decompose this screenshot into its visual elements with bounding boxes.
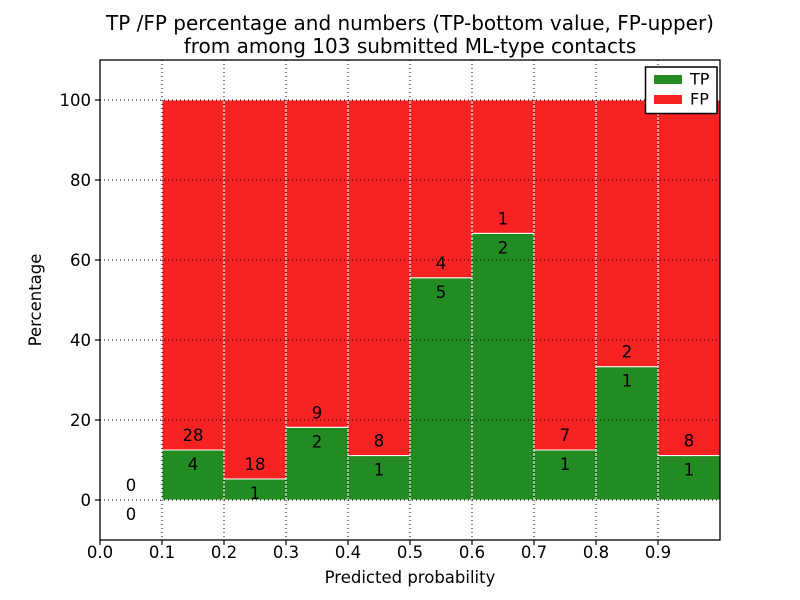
bar-segment-fp-0.5-0.6 [409,99,473,279]
chart-title-line2: from among 103 submitted ML-type contact… [184,34,637,58]
tp-count-label-0.5-0.6: 5 [436,283,447,302]
tp-count-label-0.7-0.8: 1 [560,455,571,474]
fp-count-label-0.5-0.6: 4 [436,254,447,273]
fp-count-label-0.4-0.5: 8 [374,432,385,451]
tp-count-label-0.8-0.9: 1 [622,372,633,391]
fp-count-label-0.7-0.8: 7 [560,426,571,445]
fp-count-label-0.9-1.0: 8 [684,432,695,451]
bar-segment-tp-0.4-0.5 [347,455,411,501]
bar-segment-fp-0.7-0.8 [533,99,597,451]
bars-layer [161,99,721,501]
bar-segment-tp-0.5-0.6 [409,277,473,501]
fp-count-label-0.1-0.2: 28 [183,426,204,445]
fp-count-label-0.2-0.3: 18 [245,455,266,474]
bar-segment-fp-0.6-0.7 [471,99,535,234]
y-tick-label-100: 100 [60,91,92,110]
x-axis-label: Predicted probability [325,568,496,587]
tp-count-label-0.0-0.1: 0 [126,505,137,524]
x-tick-label-0.3: 0.3 [273,543,299,562]
x-tick-label-0.2: 0.2 [211,543,237,562]
bar-segment-fp-0.8-0.9 [595,99,659,368]
tp-count-label-0.9-1.0: 1 [684,461,695,480]
y-tick-label-0: 0 [81,491,92,510]
tp-count-label-0.6-0.7: 2 [498,238,509,257]
legend: TP FP [644,66,718,115]
y-tick-label-20: 20 [70,411,91,430]
bar-segment-fp-0.9-1.0 [657,99,721,457]
x-tick-label-0.5: 0.5 [397,543,423,562]
tp-count-label-0.4-0.5: 1 [374,461,385,480]
fp-count-label-0.3-0.4: 9 [312,403,323,422]
gridlines-layer [100,60,720,540]
tp-count-label-0.2-0.3: 1 [250,484,261,503]
x-tick-label-0.7: 0.7 [521,543,547,562]
legend-label-fp: FP [690,90,709,109]
y-tick-label-40: 40 [70,331,91,350]
legend-label-tp: TP [689,70,710,89]
chart-title-line1: TP /FP percentage and numbers (TP-bottom… [105,11,714,35]
bar-segment-fp-0.4-0.5 [347,99,411,457]
x-tick-label-0.9: 0.9 [645,543,671,562]
x-tick-label-0.1: 0.1 [149,543,175,562]
y-tick-label-80: 80 [70,171,91,190]
tp-count-label-0.3-0.4: 2 [312,432,323,451]
legend-swatch-fp [654,95,682,104]
fp-count-label-0.8-0.9: 2 [622,343,633,362]
x-tick-label-0.0: 0.0 [87,543,113,562]
fp-count-label-0.0-0.1: 0 [126,476,137,495]
y-tick-label-60: 60 [70,251,91,270]
x-tick-label-0.6: 0.6 [459,543,485,562]
bar-segment-tp-0.6-0.7 [471,232,535,501]
x-tick-label-0.4: 0.4 [335,543,361,562]
legend-box [644,66,718,115]
tp-count-label-0.1-0.2: 4 [188,455,199,474]
bar-segment-fp-0.1-0.2 [161,99,225,451]
fp-count-label-0.6-0.7: 1 [498,209,509,228]
bar-segment-tp-0.1-0.2 [161,449,225,501]
axes-frame-layer: 0.0 0.1 0.2 0.3 0.4 0.5 0.6 0.7 0.8 0.90204060801… [60,59,721,562]
legend-swatch-tp [654,75,682,84]
bar-segment-tp-0.8-0.9 [595,366,659,501]
y-axis-label: Percentage [26,254,45,347]
x-tick-label-0.8: 0.8 [583,543,609,562]
bar-segment-fp-0.3-0.4 [285,99,349,428]
bar-segment-fp-0.2-0.3 [223,99,287,480]
